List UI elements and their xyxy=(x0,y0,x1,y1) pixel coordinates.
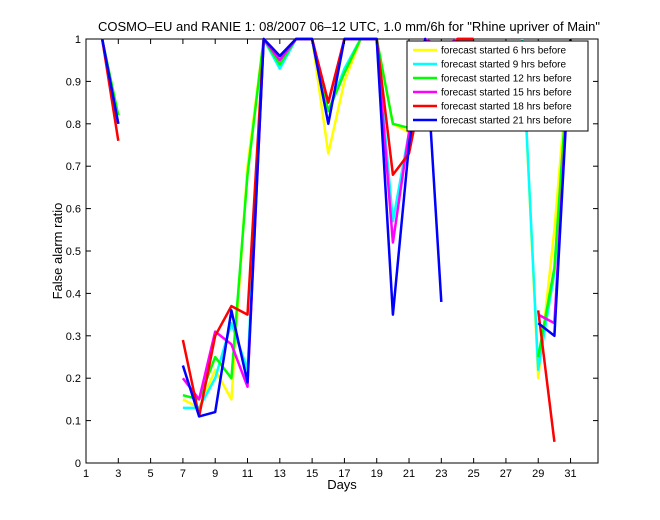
legend-label-2: forecast started 9 hrs before xyxy=(441,60,567,71)
legend-box xyxy=(406,40,589,132)
x-tick-label: 19 xyxy=(371,468,383,480)
y-tick-label: 0.1 xyxy=(66,416,81,428)
legend-label-4: forecast started 15 hrs before xyxy=(441,88,572,99)
y-tick-label: 0.8 xyxy=(66,119,81,131)
y-axis-label: False alarm ratio xyxy=(50,203,65,300)
legend-label-3: forecast started 12 hrs before xyxy=(441,74,572,85)
y-tick-label: 0.2 xyxy=(66,373,81,385)
x-axis: 1 3 5 7 9 11 13 15 17 19 21 23 25 27 29 31 xyxy=(83,39,577,480)
x-tick-label: 29 xyxy=(532,468,544,480)
y-axis: 0 0.1 0.2 0.3 0.4 0.5 0.6 0.7 0.8 0.9 1 xyxy=(66,34,598,470)
y-tick-label: 0.3 xyxy=(66,331,81,343)
y-tick-label: 0.6 xyxy=(66,204,81,216)
x-tick-label: 5 xyxy=(148,468,154,480)
x-tick-label: 21 xyxy=(403,468,415,480)
y-tick-label: 0.5 xyxy=(66,246,81,258)
legend-label-6: forecast started 21 hrs before xyxy=(441,116,572,127)
x-tick-label: 25 xyxy=(468,468,480,480)
x-tick-label: 23 xyxy=(435,468,447,480)
x-tick-label: 27 xyxy=(500,468,512,480)
x-tick-label: 31 xyxy=(564,468,576,480)
x-tick-label: 15 xyxy=(306,468,318,480)
chart-title: COSMO–EU and RANIE 1: 08/2007 06–12 UTC,… xyxy=(98,19,600,34)
y-tick-label: 0.4 xyxy=(66,288,81,300)
legend: forecast started 6 hrs before forecast st… xyxy=(406,40,589,132)
legend-label-5: forecast started 18 hrs before xyxy=(441,102,572,113)
y-tick-label: 1 xyxy=(75,34,81,46)
x-tick-label: 7 xyxy=(180,468,186,480)
y-tick-label: 0.7 xyxy=(66,161,81,173)
x-tick-label: 1 xyxy=(83,468,89,480)
legend-label-1: forecast started 6 hrs before xyxy=(441,46,567,57)
x-axis-label: Days xyxy=(327,477,357,492)
y-tick-label: 0 xyxy=(75,458,81,470)
x-tick-label: 3 xyxy=(115,468,121,480)
x-tick-label: 17 xyxy=(338,468,350,480)
x-tick-label: 9 xyxy=(212,468,218,480)
series-layer xyxy=(100,37,572,442)
y-tick-label: 0.9 xyxy=(66,76,81,88)
x-tick-label: 11 xyxy=(242,468,253,480)
x-tick-label: 13 xyxy=(274,468,286,480)
